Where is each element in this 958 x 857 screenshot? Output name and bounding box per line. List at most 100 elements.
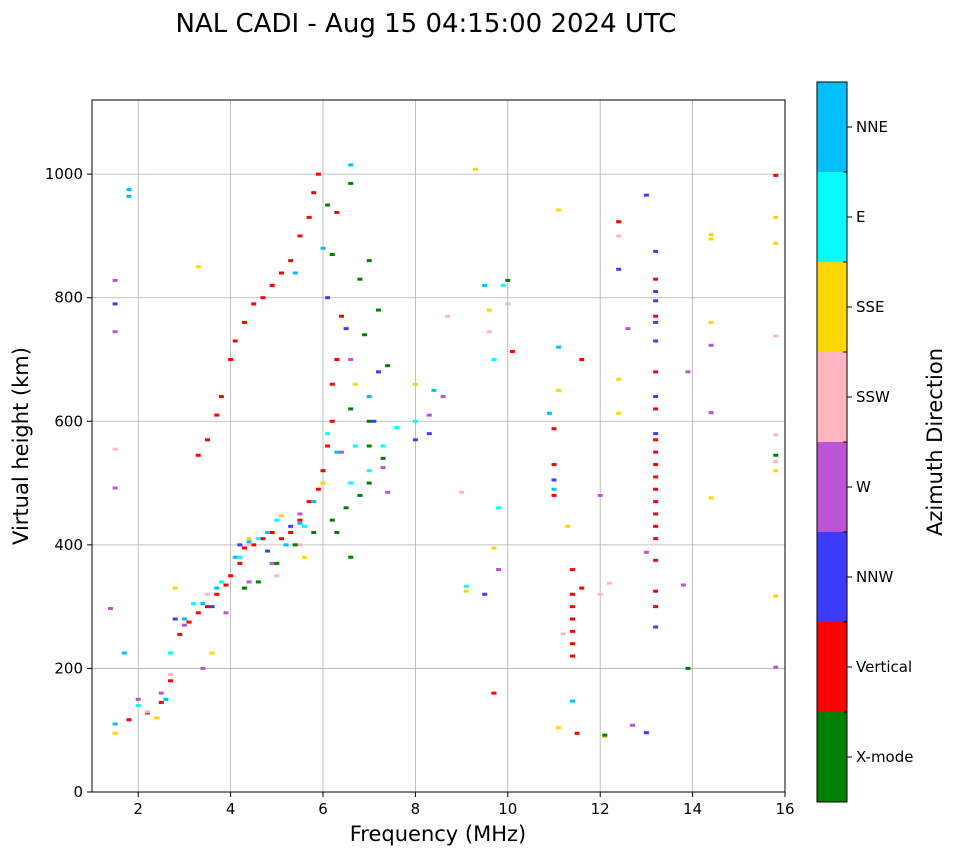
data-point [380,456,386,460]
data-point [154,716,160,720]
data-point [320,469,326,473]
colorbar-label: W [856,478,871,496]
data-point [440,395,446,399]
data-point [366,395,372,399]
y-tick-label: 600 [54,412,83,430]
data-point [288,259,294,263]
data-point [246,537,252,541]
data-point [491,691,497,695]
data-point [653,320,659,324]
data-point [708,411,714,415]
data-point [653,438,659,442]
data-point [708,233,714,237]
data-point [269,283,275,287]
data-point [329,382,335,386]
data-point [569,617,575,621]
data-point [135,697,141,701]
data-point [144,710,150,714]
colorbar-segment [817,82,847,172]
data-point [459,490,465,494]
data-point [773,241,779,245]
data-point [251,302,257,306]
data-point [246,540,252,544]
data-point [463,589,469,593]
data-point [348,358,354,361]
data-point [551,427,557,431]
data-point [107,606,113,610]
data-point [362,333,368,337]
data-point [653,500,659,504]
data-point [348,407,354,411]
data-point [306,215,312,219]
data-point [191,602,197,606]
data-point [653,537,659,541]
data-point [195,265,201,269]
data-point [653,487,659,491]
data-point [158,691,164,695]
data-point [685,370,691,374]
y-axis-ticks: 0 200 400 600 800 1000 [45,165,92,801]
data-point [773,469,779,473]
data-point [348,181,354,185]
data-point [509,349,515,353]
data-point [288,524,294,528]
data-point [496,568,502,572]
data-point [431,388,437,392]
data-point [315,172,321,176]
data-point [338,450,344,454]
data-point [172,617,178,621]
data-point [278,271,284,275]
data-point [214,586,220,590]
colorbar-label: NNE [856,118,888,136]
data-point [597,592,603,596]
x-axis-label: Frequency (MHz) [350,822,526,846]
data-point [496,506,502,510]
colorbar-segment [817,262,847,352]
data-point [773,334,779,338]
data-point [325,444,331,448]
data-point [773,173,779,177]
data-point [269,531,275,534]
data-point [463,584,469,588]
data-point [205,592,210,596]
grid-lines [92,100,786,793]
data-point [163,697,169,701]
data-point [653,277,659,281]
data-point [246,543,252,547]
data-point [343,327,349,331]
data-point [482,592,488,596]
data-point [579,586,585,590]
data-point [653,475,659,479]
data-point [126,718,132,722]
data-point [260,537,266,541]
data-point [569,629,575,633]
data-point [366,419,372,423]
data-point [329,419,335,423]
data-point [551,487,557,491]
data-point [325,296,331,300]
data-point [708,343,714,347]
data-point [112,722,118,726]
data-point [343,506,349,510]
data-point [630,723,636,727]
data-point [653,463,659,467]
colorbar-segment [817,532,847,622]
y-tick-label: 1000 [45,165,83,183]
data-point [357,277,363,281]
plot-background [92,100,785,792]
data-point [292,271,298,275]
x-tick-label: 4 [226,800,236,818]
data-point [375,370,381,374]
data-point [551,463,557,467]
data-point [773,215,779,219]
data-point [209,605,215,609]
data-point [158,700,164,704]
data-point [325,432,331,436]
data-point [320,481,326,485]
data-point [486,308,492,312]
series-w [107,278,779,727]
chart-title: NAL CADI - Aug 15 04:15:00 2024 UTC [176,9,677,39]
data-point [653,512,659,516]
data-point [214,592,220,596]
